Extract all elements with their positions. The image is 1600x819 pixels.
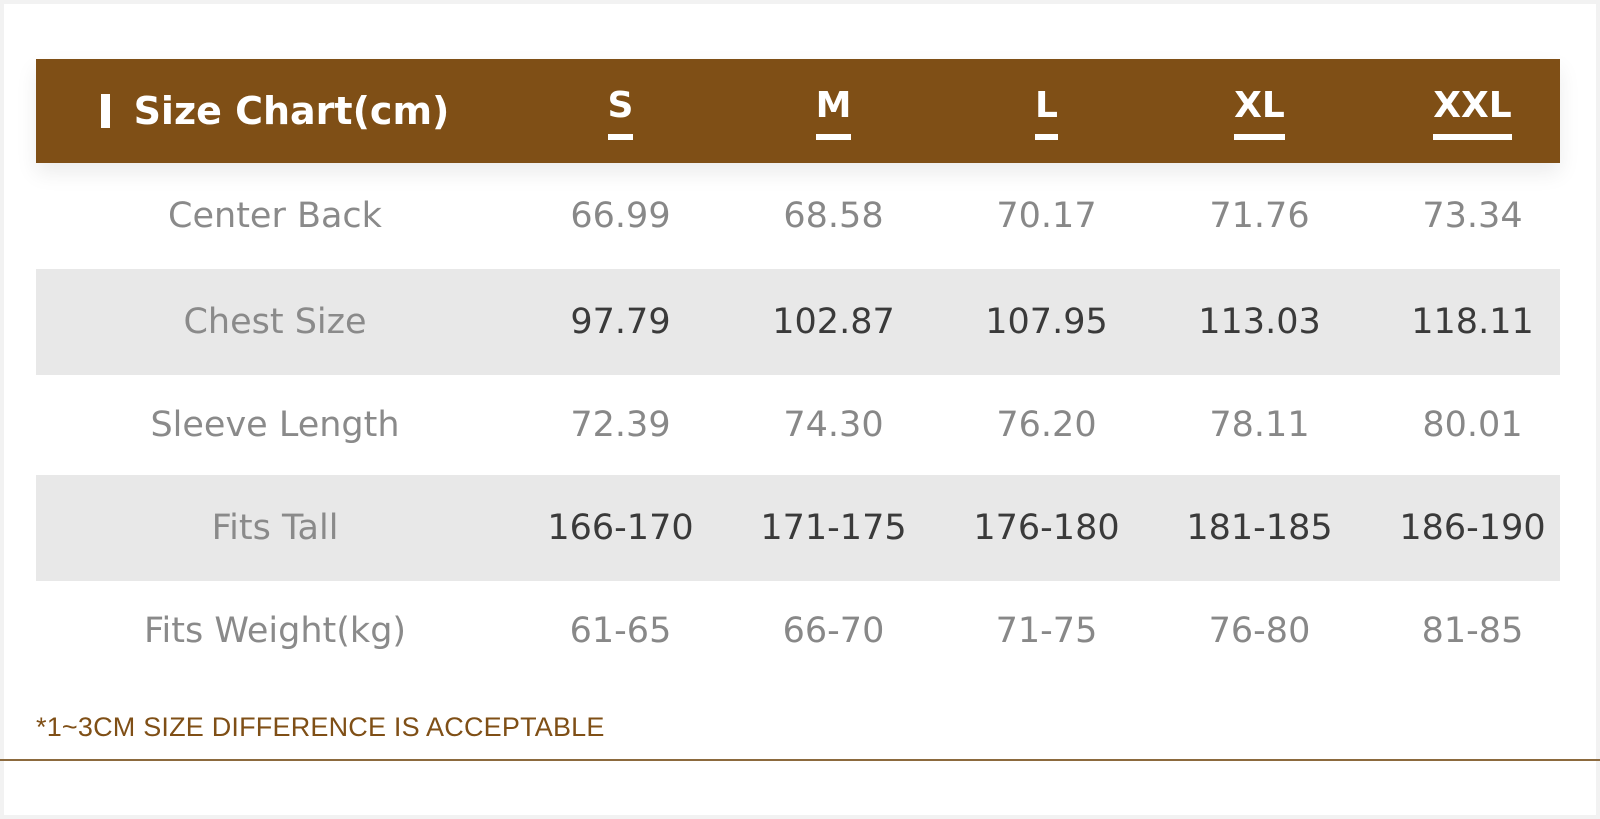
row-label: Center Back (168, 196, 382, 236)
table-cell: 80.01 (1422, 405, 1523, 445)
chart-title-text: Size Chart(cm) (133, 89, 450, 133)
table-cell: 71-75 (995, 611, 1098, 651)
table-cell: 113.03 (1198, 302, 1321, 342)
table-cell: 76-80 (1208, 611, 1311, 651)
table-cell: 97.79 (570, 302, 671, 342)
table-cell: 71.76 (1209, 196, 1310, 236)
size-label: M (815, 88, 852, 140)
size-chart-header: Size Chart(cm) S M L XL XXL (36, 59, 1560, 163)
table-cell: 181-185 (1186, 508, 1333, 548)
size-tolerance-note: *1~3CM SIZE DIFFERENCE IS ACCEPTABLE (36, 712, 605, 742)
table-cell: 61-65 (569, 611, 672, 651)
row-label: Sleeve Length (150, 405, 400, 445)
table-cell: 81-85 (1421, 611, 1524, 651)
table-cell: 73.34 (1422, 196, 1523, 236)
table-cell: 76.20 (996, 405, 1097, 445)
table-cell: 176-180 (973, 508, 1120, 548)
title-accent-bar (100, 94, 110, 128)
row-label: Chest Size (183, 302, 367, 342)
row-label: Fits Tall (211, 508, 339, 548)
table-row-chest-size: Chest Size 97.79 102.87 107.95 113.03 11… (36, 269, 1560, 375)
size-column-header-xxl: XXL (1366, 59, 1579, 163)
table-cell: 66-70 (782, 611, 885, 651)
table-cell: 70.17 (996, 196, 1097, 236)
size-label: L (1035, 88, 1058, 140)
table-cell: 118.11 (1411, 302, 1534, 342)
size-column-header-s: S (514, 59, 727, 163)
divider-line (0, 759, 1600, 761)
table-cell: 66.99 (570, 196, 671, 236)
size-column-header-l: L (940, 59, 1153, 163)
table-cell: 74.30 (783, 405, 884, 445)
table-cell: 107.95 (985, 302, 1108, 342)
table-cell: 171-175 (760, 508, 907, 548)
table-row-center-back: Center Back 66.99 68.58 70.17 71.76 73.3… (36, 163, 1560, 269)
row-label: Fits Weight(kg) (143, 611, 407, 651)
table-cell: 186-190 (1399, 508, 1546, 548)
table-row-sleeve-length: Sleeve Length 72.39 74.30 76.20 78.11 80… (36, 372, 1560, 478)
table-cell: 166-170 (547, 508, 694, 548)
table-cell: 68.58 (783, 196, 884, 236)
table-cell: 102.87 (772, 302, 895, 342)
table-row-fits-weight: Fits Weight(kg) 61-65 66-70 71-75 76-80 … (36, 578, 1560, 684)
size-column-header-m: M (727, 59, 940, 163)
chart-title: Size Chart(cm) (36, 59, 514, 163)
table-cell: 78.11 (1209, 405, 1310, 445)
size-label: S (607, 88, 634, 140)
table-cell: 72.39 (570, 405, 671, 445)
size-column-header-xl: XL (1153, 59, 1366, 163)
size-label: XXL (1433, 88, 1512, 140)
size-label: XL (1234, 88, 1285, 140)
table-row-fits-tall: Fits Tall 166-170 171-175 176-180 181-18… (36, 475, 1560, 581)
